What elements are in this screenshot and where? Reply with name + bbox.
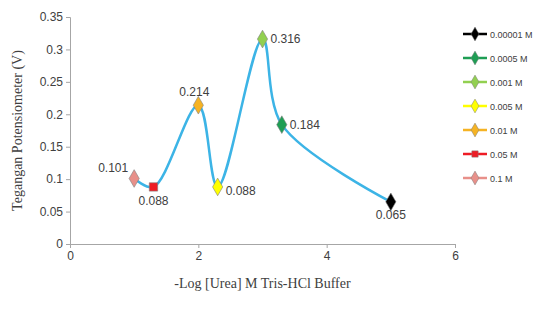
x-tick-label: 6 — [452, 249, 459, 263]
y-tick-mark — [66, 147, 70, 148]
curve-line — [134, 39, 391, 202]
y-tick-mark — [66, 17, 70, 18]
y-tick-mark — [66, 49, 70, 50]
legend-item: 0.0005 M — [463, 51, 528, 65]
y-tick: 0.1 — [46, 172, 70, 186]
data-point — [149, 183, 157, 191]
y-tick-mark — [66, 82, 70, 83]
x-tick: 0 — [67, 244, 74, 263]
legend-item: 0.001 M — [463, 75, 523, 89]
legend-item: 0.005 M — [463, 99, 523, 113]
y-tick: 0.3 — [46, 43, 70, 57]
y-tick-mark — [66, 244, 70, 245]
x-axis: 0 2 4 6 — [67, 244, 459, 263]
x-tick-mark — [455, 244, 456, 248]
y-tick-label: 0.25 — [40, 75, 64, 89]
data-label: 0.101 — [98, 161, 128, 175]
x-tick-mark — [327, 244, 328, 248]
y-tick-label: 0.05 — [40, 205, 64, 219]
legend-label: 0.005 M — [490, 102, 523, 112]
data-label: 0.088 — [226, 184, 256, 198]
legend-label: 0.00001 M — [490, 30, 533, 40]
legend-marker — [472, 151, 478, 157]
legend-item: 0.05 M — [463, 150, 518, 160]
data-point — [257, 30, 267, 48]
data-label: 0.214 — [179, 85, 209, 99]
data-labels: 0.065 0.184 0.316 0.088 0.214 0.088 0.101 — [98, 32, 406, 222]
y-tick-label: 0.2 — [46, 108, 63, 122]
y-tick-label: 0.15 — [40, 140, 64, 154]
y-tick-label: 0.3 — [46, 43, 63, 57]
y-tick-label: 0 — [56, 237, 63, 251]
x-axis-title: -Log [Urea] M Tris-HCl Buffer — [174, 276, 351, 291]
x-axis-line — [71, 245, 456, 249]
y-tick-label: 0.1 — [46, 172, 63, 186]
legend-label: 0.1 M — [490, 174, 513, 184]
x-tick-label: 2 — [195, 249, 202, 263]
legend-label: 0.01 M — [490, 126, 518, 136]
y-axis-line — [66, 18, 71, 245]
legend-label: 0.001 M — [490, 78, 523, 88]
legend-marker — [471, 75, 479, 89]
plot-area: 0 2 4 6 0 0.05 0.1 0.15 0.2 0.25 0.3 0.35 0.065 0.184… — [40, 10, 460, 262]
data-label: 0.184 — [290, 118, 320, 132]
legend-item: 0.1 M — [463, 171, 513, 185]
y-tick: 0.25 — [40, 75, 70, 89]
x-tick: 2 — [195, 244, 202, 263]
legend-marker — [471, 123, 479, 137]
legend-marker — [471, 27, 479, 41]
legend-label: 0.05 M — [490, 150, 518, 160]
data-label: 0.065 — [376, 208, 406, 222]
data-label: 0.316 — [271, 32, 301, 46]
legend: 0.00001 M 0.0005 M 0.001 M 0.005 M 0.01 M 0.0… — [463, 27, 533, 185]
legend-label: 0.0005 M — [490, 54, 528, 64]
chart: 0 2 4 6 0 0.05 0.1 0.15 0.2 0.25 0.3 0.35 0.065 0.184… — [0, 0, 545, 327]
legend-marker — [471, 51, 479, 65]
legend-marker — [471, 99, 479, 113]
y-tick-label: 0.35 — [40, 10, 64, 24]
y-axis-title: Tegangan Potensiometer (V) — [10, 50, 26, 211]
legend-item: 0.01 M — [463, 123, 518, 137]
y-tick: 0.15 — [40, 140, 70, 154]
x-tick-label: 0 — [67, 249, 74, 263]
data-point — [277, 116, 287, 134]
marks — [129, 30, 396, 210]
y-tick: 0 — [56, 237, 70, 251]
x-tick: 6 — [452, 244, 459, 263]
y-tick-mark — [66, 114, 70, 115]
y-tick-mark — [66, 212, 70, 213]
x-tick-mark — [198, 244, 199, 248]
x-tick-label: 4 — [324, 249, 331, 263]
y-tick: 0.05 — [40, 205, 70, 219]
data-point — [129, 170, 139, 188]
x-tick: 4 — [324, 244, 331, 263]
y-tick-mark — [66, 179, 70, 180]
legend-item: 0.00001 M — [463, 27, 533, 41]
legend-marker — [471, 171, 479, 185]
y-axis: 0 0.05 0.1 0.15 0.2 0.25 0.3 0.35 — [40, 10, 71, 251]
y-tick: 0.2 — [46, 108, 70, 122]
data-point — [213, 178, 223, 196]
y-tick: 0.35 — [40, 10, 70, 24]
data-label: 0.088 — [138, 194, 168, 208]
